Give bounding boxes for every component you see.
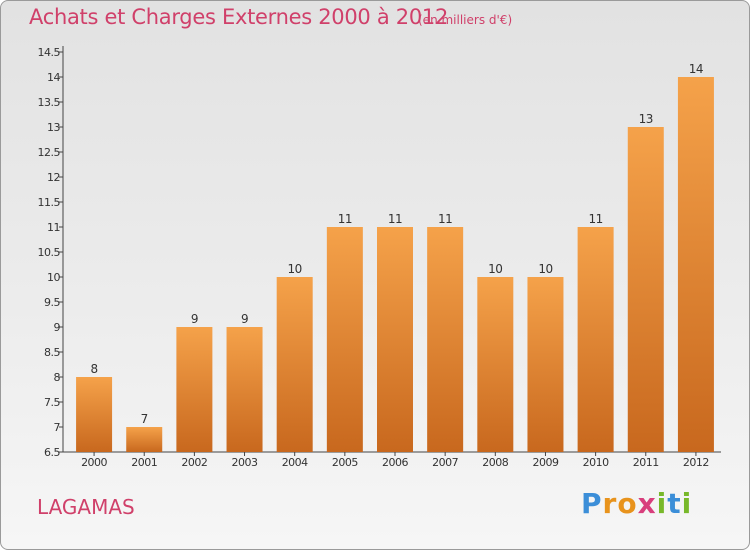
bar	[677, 77, 714, 452]
bar	[477, 277, 514, 452]
y-tick-label: 9	[54, 321, 61, 334]
bar	[326, 227, 363, 452]
data-label: 9	[191, 312, 198, 326]
bar	[276, 277, 313, 452]
bar	[627, 127, 664, 452]
bar	[176, 327, 213, 452]
y-tick-label: 6.5	[44, 446, 60, 459]
y-tick-label: 14	[47, 71, 60, 84]
y-tick-label: 9.5	[44, 296, 60, 309]
data-label: 10	[538, 262, 552, 276]
x-tick-label: 2001	[131, 456, 157, 469]
data-label: 13	[639, 112, 653, 126]
x-tick-label: 2009	[532, 456, 558, 469]
bar	[226, 327, 263, 452]
bar	[527, 277, 564, 452]
bars	[76, 77, 714, 452]
y-tick-label: 7	[54, 421, 61, 434]
y-tick-label: 13.5	[38, 96, 61, 109]
x-tick-label: 2002	[181, 456, 207, 469]
commune-name: LAGAMAS	[37, 495, 135, 519]
data-label: 7	[141, 412, 148, 426]
x-tick-label: 2008	[482, 456, 508, 469]
data-label: 14	[689, 62, 703, 76]
chart-unit: (en milliers d'€)	[418, 13, 513, 27]
x-tick-label: 2007	[432, 456, 458, 469]
bar	[427, 227, 464, 452]
y-tick-label: 12	[47, 171, 60, 184]
y-tick-label: 11	[47, 221, 60, 234]
chart-title: Achats et Charges Externes 2000 à 2012	[29, 5, 449, 29]
data-label: 8	[91, 362, 98, 376]
bar	[577, 227, 614, 452]
y-tick-label: 10	[47, 271, 60, 284]
y-tick-label: 11.5	[38, 196, 61, 209]
data-label: 10	[288, 262, 302, 276]
labels: 8 2000 7 2001 9 2002 9 2003 10 2004 11 2005 11 2006 11…	[81, 62, 709, 469]
data-label: 10	[488, 262, 502, 276]
data-label: 11	[588, 212, 602, 226]
data-label: 11	[338, 212, 352, 226]
y-tick-label: 8	[54, 371, 61, 384]
data-label: 11	[438, 212, 452, 226]
y-tick-label: 13	[47, 121, 60, 134]
x-tick-label: 2000	[81, 456, 107, 469]
data-label: 11	[388, 212, 402, 226]
bar	[377, 227, 413, 452]
x-tick-label: 2003	[232, 456, 258, 469]
x-tick-label: 2004	[282, 456, 308, 469]
y-tick-label: 14.5	[38, 46, 61, 59]
y-tick-label: 10.5	[38, 246, 61, 259]
bar	[126, 427, 163, 452]
y-tick-label: 7.5	[44, 396, 60, 409]
axes: 6.5 7 7.5 8 8.5 9 9.5 10 10.5 11 11.5 12 12.5 13 13.5 1…	[38, 46, 721, 459]
x-tick-label: 2010	[583, 456, 609, 469]
y-tick-label: 12.5	[38, 146, 61, 159]
bar	[76, 377, 113, 452]
x-tick-label: 2011	[633, 456, 659, 469]
x-tick-label: 2006	[382, 456, 408, 469]
data-label: 9	[241, 312, 248, 326]
x-tick-label: 2005	[332, 456, 358, 469]
y-tick-label: 8.5	[44, 346, 60, 359]
x-tick-label: 2012	[683, 456, 709, 469]
proxiti-logo[interactable]: Proxiti	[581, 487, 693, 520]
